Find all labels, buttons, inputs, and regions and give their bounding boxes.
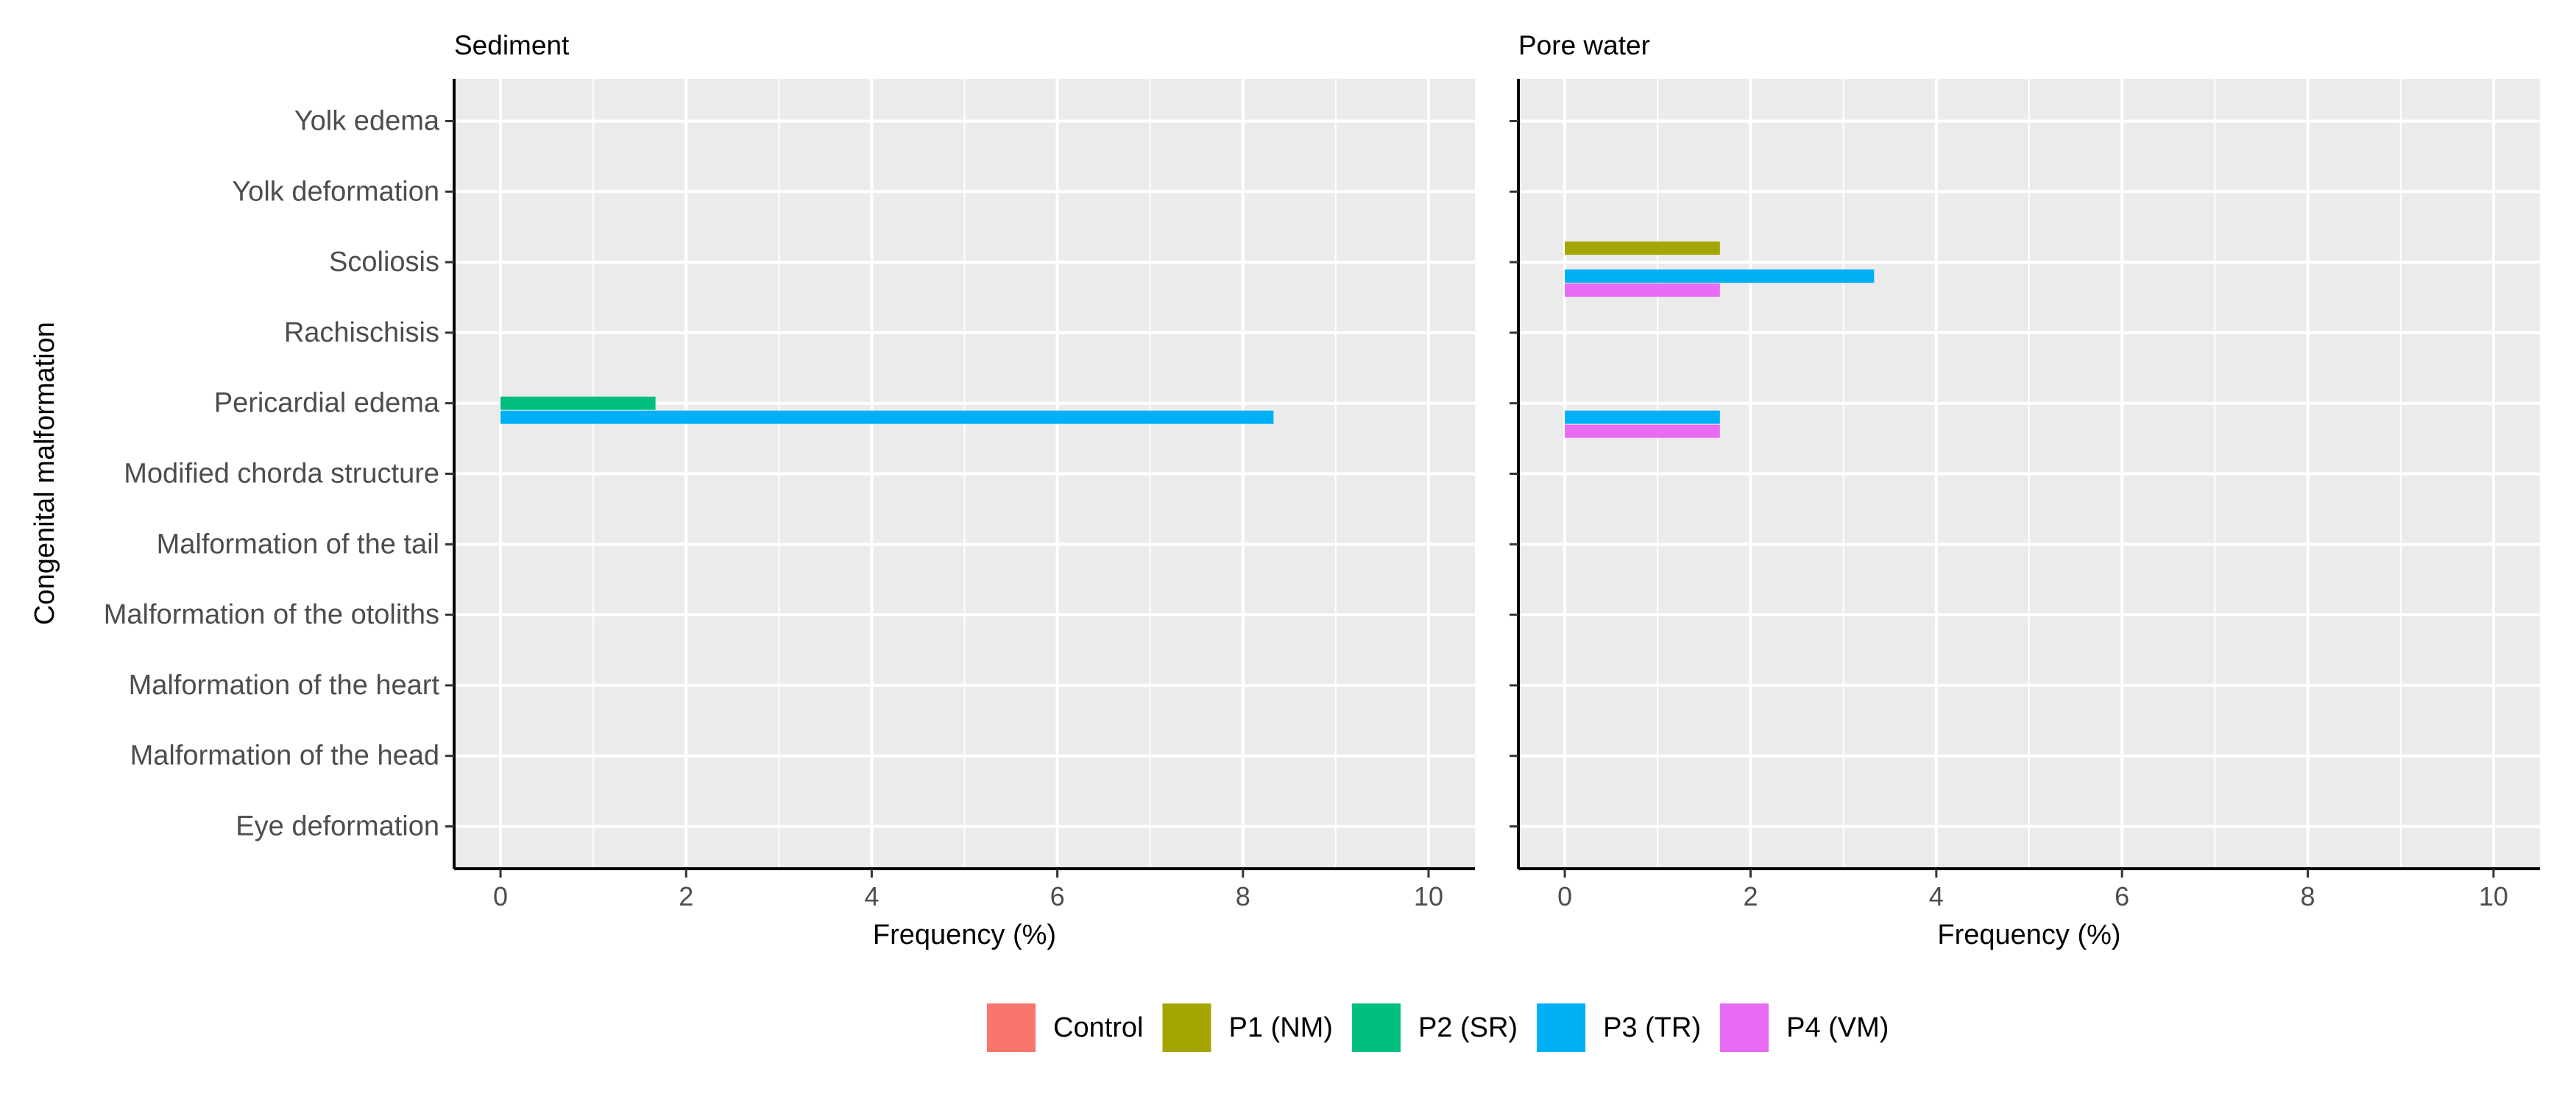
y-tick-label-malformation-of-the-heart: Malformation of the heart (129, 670, 440, 701)
x-tick-label: 6 (2115, 881, 2129, 911)
x-tick-label: 2 (679, 881, 693, 911)
bar-pore-water-scoliosis-p1-nm (1565, 241, 1720, 255)
x-axis-title: Frequency (%) (1937, 920, 2120, 950)
facet-label-pore-water: Pore water (1518, 30, 1650, 60)
y-tick-label-rachischisis: Rachischisis (284, 317, 439, 348)
x-tick-label: 10 (2479, 881, 2508, 911)
x-tick-label: 8 (2301, 881, 2315, 911)
legend-key-control (987, 1003, 1036, 1052)
x-tick-label: 0 (1557, 881, 1572, 911)
x-tick-label: 8 (1236, 881, 1250, 911)
legend-key-p4-vm (1720, 1003, 1769, 1052)
x-tick-label: 4 (864, 881, 879, 911)
x-tick-label: 10 (1414, 881, 1443, 911)
y-tick-label-malformation-of-the-tail: Malformation of the tail (157, 529, 439, 560)
y-axis-title: Congenital malformation (29, 322, 60, 625)
bar-pore-water-pericardial-edema-p4-vm (1565, 424, 1720, 438)
bar-sediment-pericardial-edema-p2-sr (500, 396, 656, 410)
y-tick-label-eye-deformation: Eye deformation (236, 811, 439, 842)
x-axis-title: Frequency (%) (873, 920, 1056, 950)
y-tick-label-malformation-of-the-otoliths: Malformation of the otoliths (104, 599, 439, 630)
y-tick-label-malformation-of-the-head: Malformation of the head (130, 741, 439, 772)
legend-key-p1-nm (1162, 1003, 1211, 1052)
legend-key-p3-tr (1537, 1003, 1586, 1052)
legend-key-p2-sr (1351, 1003, 1401, 1052)
legend-label-p4-vm: P4 (VM) (1786, 1012, 1889, 1043)
legend-label-p1-nm: P1 (NM) (1229, 1012, 1333, 1043)
legend-label-p3-tr: P3 (TR) (1603, 1012, 1701, 1043)
legend-label-p2-sr: P2 (SR) (1418, 1012, 1518, 1043)
x-tick-label: 4 (1929, 881, 1944, 911)
y-tick-label-yolk-deformation: Yolk deformation (232, 176, 439, 207)
bar-pore-water-scoliosis-p3-tr (1565, 269, 1875, 283)
bar-sediment-pericardial-edema-p3-tr (500, 410, 1274, 424)
bar-pore-water-pericardial-edema-p3-tr (1565, 410, 1720, 424)
y-tick-label-yolk-edema: Yolk edema (294, 105, 440, 136)
x-tick-label: 0 (493, 881, 508, 911)
x-tick-label: 2 (1743, 881, 1758, 911)
bar-pore-water-scoliosis-p4-vm (1565, 283, 1720, 297)
legend-label-control: Control (1053, 1012, 1144, 1043)
x-tick-label: 6 (1050, 881, 1065, 911)
y-tick-label-pericardial-edema: Pericardial edema (214, 388, 440, 419)
y-tick-label-modified-chorda-structure: Modified chorda structure (124, 459, 439, 490)
facet-label-sediment: Sediment (454, 30, 570, 60)
y-tick-label-scoliosis: Scoliosis (329, 247, 439, 278)
